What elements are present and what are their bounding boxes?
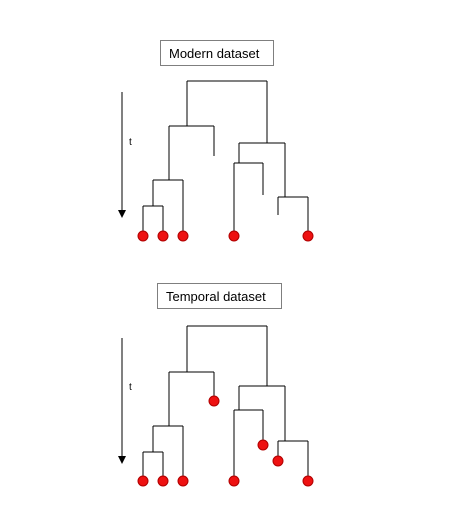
tip-node (257, 439, 269, 451)
tip-node (177, 475, 189, 487)
tip-node (302, 230, 314, 242)
modern-tree (118, 80, 309, 236)
time-axis-label: t (129, 137, 132, 148)
tip-node (157, 230, 169, 242)
tip-node (177, 230, 189, 242)
tip-node (208, 395, 220, 407)
temporal-tips (137, 395, 314, 487)
tip-node (302, 475, 314, 487)
tip-node (272, 455, 284, 467)
modern-dataset-title: Modern dataset (160, 40, 274, 66)
tip-node (228, 230, 240, 242)
tip-node (137, 475, 149, 487)
tip-node (137, 230, 149, 242)
temporal-dataset-title: Temporal dataset (157, 283, 282, 309)
tip-node (157, 475, 169, 487)
tip-node (228, 475, 240, 487)
modern-tips (137, 230, 314, 242)
time-axis-label: t (129, 382, 132, 393)
